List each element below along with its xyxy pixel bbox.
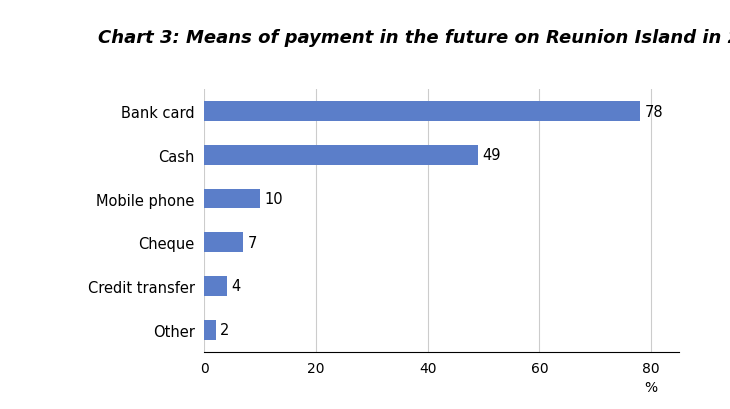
Text: Chart 3: Means of payment in the future on Reunion Island in 2022: Chart 3: Means of payment in the future … (99, 29, 730, 47)
Bar (204, 276, 227, 296)
Bar (204, 189, 260, 209)
Bar (204, 233, 244, 252)
Text: 4: 4 (231, 279, 240, 294)
Bar (204, 320, 215, 340)
Text: %: % (645, 380, 658, 394)
Text: 7: 7 (248, 235, 257, 250)
Bar (204, 146, 478, 165)
Text: 2: 2 (220, 322, 229, 337)
Text: 10: 10 (265, 191, 283, 207)
Bar (204, 102, 639, 121)
Text: 78: 78 (645, 104, 663, 119)
Text: 49: 49 (483, 148, 501, 163)
